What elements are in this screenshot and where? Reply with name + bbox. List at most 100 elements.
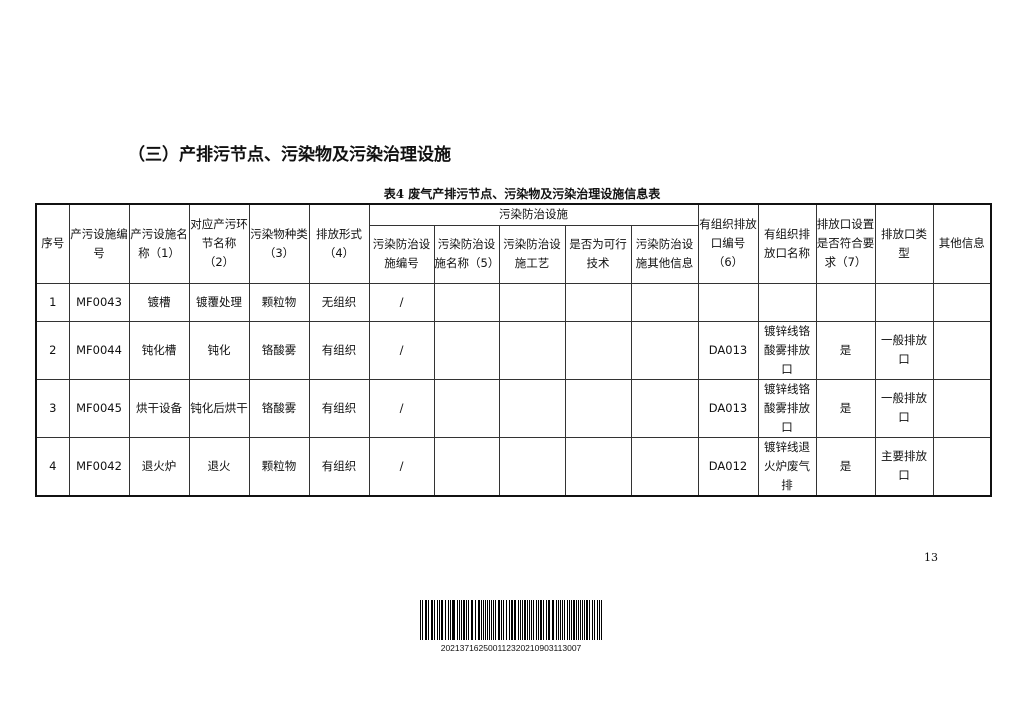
cell-outlet-code: DA013 xyxy=(697,378,759,438)
cell-outlet-type xyxy=(874,282,934,322)
barcode-bar xyxy=(587,600,589,640)
cell-seq: 1 xyxy=(35,282,70,322)
cell-facility-code: MF0043 xyxy=(68,282,130,322)
cell-pollutant: 铬酸雾 xyxy=(248,378,310,438)
cell-treatment-name xyxy=(433,436,500,496)
barcode-bar xyxy=(578,600,580,640)
cell-treatment-name xyxy=(433,320,500,380)
cell-feasible xyxy=(564,436,632,496)
header-outlet-code: 有组织排放口编号（6） xyxy=(697,203,759,284)
barcode-bar xyxy=(531,600,533,640)
cell-treatment-other xyxy=(630,378,699,438)
cell-treatment-name xyxy=(433,378,500,438)
cell-discharge-form: 有组织 xyxy=(308,378,370,438)
header-treatment-code: 污染防治设施编号 xyxy=(368,224,435,284)
barcode-bar xyxy=(438,600,440,640)
barcode-bar xyxy=(447,600,449,640)
cell-treatment-code: / xyxy=(368,436,435,496)
cell-other xyxy=(932,436,992,496)
barcode-image xyxy=(420,600,602,640)
barcode-bar xyxy=(599,600,600,640)
barcode-bar xyxy=(503,600,504,640)
cell-feasible xyxy=(564,378,632,438)
header-treatment-process: 污染防治设施工艺 xyxy=(498,224,566,284)
barcode-bar xyxy=(517,600,519,640)
barcode-bar xyxy=(591,600,593,640)
cell-feasible xyxy=(564,320,632,380)
barcode-bar xyxy=(562,600,563,640)
header-other: 其他信息 xyxy=(932,203,992,284)
cell-treatment-process xyxy=(498,282,566,322)
barcode-bar xyxy=(454,600,456,640)
cell-treatment-process xyxy=(498,436,566,496)
cell-facility-code: MF0042 xyxy=(68,436,130,496)
header-treatment-name: 污染防治设施名称（5） xyxy=(433,224,500,284)
barcode-bar xyxy=(465,600,467,640)
header-feasible: 是否为可行技术 xyxy=(564,224,632,284)
table-row: 4 MF0042 退火炉 退火 颗粒物 有组织 / DA012 镀锌线退火炉废气排是主要排放口 xyxy=(35,436,992,496)
barcode-bar xyxy=(461,600,462,640)
barcode-bar xyxy=(480,600,482,640)
barcode-bar xyxy=(495,600,496,640)
cell-other xyxy=(932,378,992,438)
barcode-bar xyxy=(420,600,421,640)
cell-process-name: 钝化 xyxy=(188,320,250,380)
barcode-bar xyxy=(459,600,461,640)
header-discharge-form: 排放形式（4） xyxy=(308,203,370,284)
cell-treatment-code: / xyxy=(368,320,435,380)
cell-outlet-name: 镀锌线铬酸雾排放口 xyxy=(757,378,817,438)
header-treatment-group: 污染防治设施 xyxy=(368,203,699,226)
barcode-bar xyxy=(472,600,474,640)
barcode-bar xyxy=(593,600,595,640)
cell-pollutant: 铬酸雾 xyxy=(248,320,310,380)
cell-seq: 2 xyxy=(35,320,70,380)
cell-outlet-code: DA013 xyxy=(697,320,759,380)
barcode-bar xyxy=(566,600,568,640)
barcode-bar xyxy=(553,600,554,640)
barcode-number: 202137162500112320210903113007 xyxy=(440,643,582,653)
cell-pollutant: 颗粒物 xyxy=(248,282,310,322)
cell-outlet-compliant xyxy=(815,282,876,322)
barcode-bar xyxy=(589,600,590,640)
barcode-bar xyxy=(457,600,459,640)
barcode-bar xyxy=(470,600,472,640)
cell-other xyxy=(932,282,992,322)
cell-process-name: 镀覆处理 xyxy=(188,282,250,322)
header-process-name: 对应产污环节名称（2） xyxy=(188,203,250,284)
barcode-bar xyxy=(541,600,543,640)
barcode-bar xyxy=(434,600,436,640)
barcode-bar xyxy=(505,600,507,640)
barcode-bar xyxy=(549,600,550,640)
barcode-bar xyxy=(431,600,433,640)
cell-process-name: 退火 xyxy=(188,436,250,496)
barcode-bar xyxy=(519,600,521,640)
barcode-bar xyxy=(442,600,444,640)
cell-discharge-form: 无组织 xyxy=(308,282,370,322)
barcode-bar xyxy=(585,600,587,640)
cell-facility-name: 烘干设备 xyxy=(128,378,190,438)
cell-outlet-type: 一般排放口 xyxy=(874,378,934,438)
header-seq: 序号 xyxy=(35,203,70,284)
cell-facility-name: 镀槽 xyxy=(128,282,190,322)
barcode-bar xyxy=(437,600,438,640)
cell-outlet-compliant: 是 xyxy=(815,320,876,380)
barcode-bar xyxy=(582,600,584,640)
barcode-bar xyxy=(486,600,488,640)
cell-facility-code: MF0044 xyxy=(68,320,130,380)
barcode-bar xyxy=(501,600,503,640)
barcode-bar xyxy=(440,600,442,640)
barcode-bar xyxy=(528,600,530,640)
barcode-bar xyxy=(426,600,427,640)
cell-treatment-process xyxy=(498,378,566,438)
cell-treatment-name xyxy=(433,282,500,322)
barcode-bar xyxy=(445,600,446,640)
cell-discharge-form: 有组织 xyxy=(308,320,370,380)
barcode-bar xyxy=(467,600,469,640)
barcode-bar xyxy=(543,600,544,640)
barcode-bar xyxy=(424,600,426,640)
barcode-bar xyxy=(580,600,582,640)
cell-outlet-type: 主要排放口 xyxy=(874,436,934,496)
barcode-bar xyxy=(555,600,557,640)
waste-gas-table: 序号 产污设施编号 产污设施名称（1） 对应产污环节名称（2） 污染物种类（3）… xyxy=(35,203,992,497)
barcode-bar xyxy=(510,600,512,640)
